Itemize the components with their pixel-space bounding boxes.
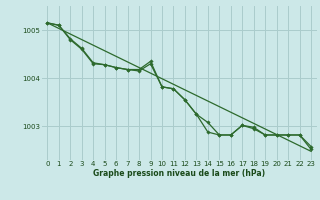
X-axis label: Graphe pression niveau de la mer (hPa): Graphe pression niveau de la mer (hPa) bbox=[93, 169, 265, 178]
